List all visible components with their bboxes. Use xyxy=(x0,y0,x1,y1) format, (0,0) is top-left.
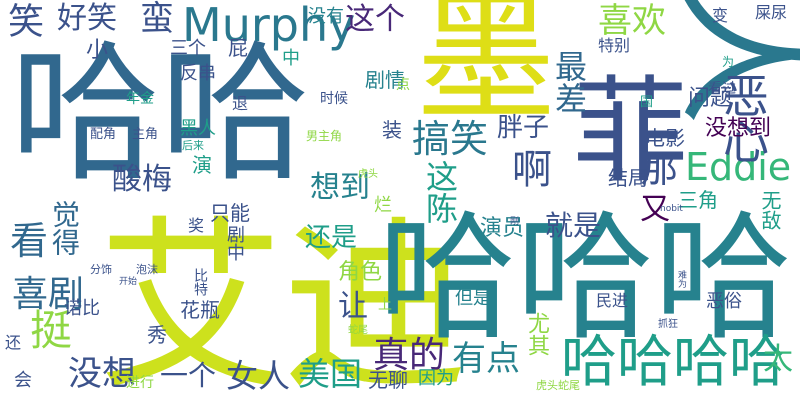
word-dian: 点 xyxy=(396,77,410,93)
word-nobit: nobit xyxy=(660,204,683,214)
word-yinwei: 因为 xyxy=(418,368,454,389)
word-shang: 上 xyxy=(378,297,392,313)
word-zhuang: 装 xyxy=(382,118,402,142)
word-bite: 比特 xyxy=(192,268,208,296)
word-wudi: 无敌 xyxy=(758,190,782,230)
word-zhineng: 只能 xyxy=(210,201,250,225)
word-rang: 让 xyxy=(338,289,368,324)
word-nanwei: 难为 xyxy=(676,270,686,288)
word-meiyou: 没有 xyxy=(308,6,344,27)
word-suanmei: 酸梅 xyxy=(112,162,172,197)
word-wenti: 问题 xyxy=(688,86,733,111)
word-xiao2: 小 xyxy=(86,38,109,63)
word-you: 又 xyxy=(640,192,670,227)
word-xiao: 笑 xyxy=(2,2,43,38)
word-ting: 挺 xyxy=(30,306,73,355)
word-meixiang: 没想 xyxy=(68,354,136,394)
word-juzhong: 剧中 xyxy=(224,225,245,261)
word-fanchuan: 反串 xyxy=(180,63,216,84)
word-zhege: 这个 xyxy=(345,2,405,37)
word-haha: 哈哈 xyxy=(10,28,311,202)
word-youdian: 有点 xyxy=(452,339,520,379)
word-heiren: 黑人 xyxy=(180,118,216,139)
word-murphy: Murphy xyxy=(182,0,356,52)
word-yan: 演 xyxy=(192,153,212,177)
word-a: 啊 xyxy=(512,147,552,193)
word-meixiangdao: 没想到 xyxy=(705,116,772,141)
word-kanguo: 看过 xyxy=(708,81,736,97)
word-zhujue: 主角 xyxy=(132,127,159,142)
word-juqing: 剧情 xyxy=(365,68,405,92)
word-aidi: 艾迪 xyxy=(98,199,468,400)
word-nanzhujue: 男主角 xyxy=(306,129,343,143)
word-eddie: Eddie xyxy=(685,145,792,189)
word-hutou: 虎头 xyxy=(358,169,378,180)
word-hui: 会 xyxy=(14,370,32,391)
word-hutoushewei: 虎头蛇尾 xyxy=(536,379,580,392)
word-zhechen: 这陈 xyxy=(421,160,459,224)
word-tebie: 特别 xyxy=(598,36,631,55)
word-hai: 还 xyxy=(5,333,22,352)
word-hahahaha: 哈哈哈哈 xyxy=(561,330,785,395)
word-paomo: 泡沫 xyxy=(136,263,158,276)
word-fenshi: 分饰 xyxy=(90,263,112,276)
word-tui: 退 xyxy=(232,94,249,113)
word-exin: 恶心 xyxy=(716,72,770,164)
word-xiu: 秀 xyxy=(147,323,167,347)
word-yanyuan: 演员 xyxy=(480,216,525,241)
word-zuicha: 最差 xyxy=(550,50,588,114)
word-juede: 觉得 xyxy=(48,200,81,256)
word-nuobi: 诺比 xyxy=(64,298,100,319)
word-sanjiao: 三角 xyxy=(678,188,718,212)
word-fei: 菲 xyxy=(573,65,689,199)
word-hahaha: 哈哈哈 xyxy=(378,198,793,359)
word-gang: 刚 xyxy=(510,217,520,227)
word-shiniao: 屎尿 xyxy=(755,3,788,22)
word-guo: 国 xyxy=(640,95,654,110)
word-kan: 看 xyxy=(10,219,49,263)
word-minjin: 民进 xyxy=(596,291,629,310)
word-yige: 一个 xyxy=(160,359,217,392)
word-kaishi: 开始 xyxy=(119,277,138,287)
word-zhong: 中 xyxy=(282,48,300,69)
word-youqi: 尤其 xyxy=(524,312,549,356)
word-bian: 变 xyxy=(712,6,729,25)
word-juese: 角色 xyxy=(338,260,383,285)
word-esu: 恶俗 xyxy=(706,291,742,312)
word-houlai: 后来 xyxy=(182,139,204,152)
word-huaping: 花瓶 xyxy=(180,298,220,322)
word-xihuan: 喜欢 xyxy=(598,1,666,41)
word-shewei: 蛇尾 xyxy=(348,325,368,336)
word-shihou: 时候 xyxy=(320,91,348,107)
word-jiushi: 就是 xyxy=(545,209,602,242)
word-nianjin: 年金 xyxy=(126,91,154,107)
word-danshi: 但是 xyxy=(455,288,491,309)
word-nvren: 女人 xyxy=(226,357,291,395)
word-peijue: 配角 xyxy=(90,127,117,142)
word-gaoxiao: 搞笑 xyxy=(412,117,489,161)
word-xiju: 喜剧 xyxy=(12,274,85,315)
word-zhende: 真的 xyxy=(373,335,446,376)
word-zhuakuang: 抓狂 xyxy=(658,319,678,330)
word-wuliao: 无聊 xyxy=(368,368,408,392)
word-tai: 太 xyxy=(763,342,793,377)
word-haoxiao: 好笑 xyxy=(57,1,117,36)
word-pangzi: 胖子 xyxy=(497,113,550,143)
word-haishi: 还是 xyxy=(305,223,358,253)
word-sange: 三个 xyxy=(170,38,206,59)
word-meiguo: 美国 xyxy=(298,355,363,393)
word-na: 那 xyxy=(640,147,679,191)
word-jiang: 奖 xyxy=(188,216,205,235)
word-wei: 为 xyxy=(722,55,735,69)
word-pi: 屁 xyxy=(228,36,248,60)
word-xiangdao: 想到 xyxy=(310,170,370,205)
word-jinxing: 进行 xyxy=(126,375,154,391)
word-man: 蛮 xyxy=(140,0,174,39)
word-lan: 烂 xyxy=(371,195,392,213)
word-dianying: 电影 xyxy=(645,126,685,150)
word-mo: 墨 xyxy=(416,0,557,141)
word-jieju: 结局 xyxy=(608,166,648,190)
